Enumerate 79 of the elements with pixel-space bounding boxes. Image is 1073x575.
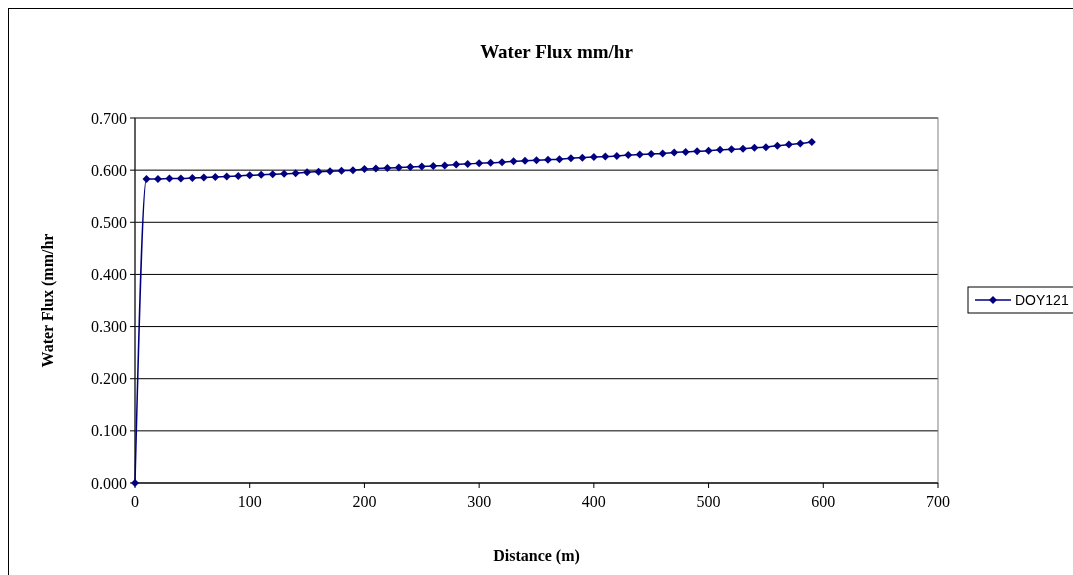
y-tick-label: 0.400 <box>91 266 127 284</box>
point <box>268 170 277 179</box>
point <box>578 153 587 162</box>
point <box>429 161 438 170</box>
y-tick-label: 0.600 <box>91 161 127 179</box>
point <box>417 162 426 171</box>
point <box>543 155 552 164</box>
x-tick-label: 100 <box>237 493 262 510</box>
point <box>222 172 231 181</box>
point <box>371 164 380 173</box>
point <box>738 144 747 153</box>
point <box>142 175 151 184</box>
point <box>188 173 197 182</box>
x-tick-label: 500 <box>696 493 721 510</box>
point <box>750 143 759 152</box>
point <box>761 143 770 152</box>
point <box>532 156 541 165</box>
point <box>257 170 266 179</box>
point <box>406 163 415 172</box>
x-tick-label: 200 <box>352 493 377 510</box>
y-tick-label: 0.200 <box>91 370 127 388</box>
point <box>280 169 289 178</box>
point <box>807 137 816 146</box>
point <box>348 166 357 175</box>
x-tick-label: 400 <box>581 493 606 510</box>
chart-title: Water Flux mm/hr <box>480 41 634 62</box>
point <box>670 148 679 157</box>
point <box>383 164 392 173</box>
point <box>601 152 610 161</box>
point <box>326 167 335 176</box>
point <box>498 158 507 167</box>
point <box>234 171 243 180</box>
point <box>176 174 185 183</box>
point <box>796 139 805 148</box>
point <box>475 159 484 168</box>
point <box>612 152 621 161</box>
point <box>314 167 323 176</box>
point <box>509 157 518 166</box>
y-tick-label: 0.100 <box>91 422 127 440</box>
point <box>681 147 690 156</box>
point <box>452 160 461 169</box>
point <box>211 172 220 181</box>
point <box>647 149 656 158</box>
point <box>486 158 495 167</box>
point <box>199 173 208 182</box>
x-tick-label: 600 <box>811 493 836 510</box>
point <box>165 174 174 183</box>
y-tick-label: 0.700 <box>91 109 127 127</box>
point <box>337 166 346 175</box>
point <box>291 169 300 178</box>
point <box>624 151 633 160</box>
point <box>360 165 369 174</box>
point <box>693 147 702 156</box>
point <box>658 149 667 158</box>
x-tick-label: 700 <box>926 493 950 510</box>
point <box>704 146 713 155</box>
y-axis-title: Water Flux (mm/hr <box>39 233 57 368</box>
point <box>463 159 472 168</box>
point <box>635 150 644 159</box>
point <box>521 156 530 165</box>
point <box>440 161 449 170</box>
point <box>727 145 736 154</box>
point <box>716 145 725 154</box>
point <box>555 155 564 164</box>
point <box>773 141 782 150</box>
point <box>589 153 598 162</box>
y-tick-label: 0.000 <box>91 474 127 492</box>
point <box>245 171 254 180</box>
y-tick-label: 0.300 <box>91 318 127 336</box>
x-tick-label: 300 <box>467 493 492 510</box>
point <box>153 175 162 184</box>
point <box>566 154 575 163</box>
point <box>394 163 403 172</box>
point <box>303 168 312 177</box>
y-tick-label: 0.500 <box>91 213 127 231</box>
x-tick-label: 0 <box>131 493 139 510</box>
point <box>784 140 793 149</box>
legend-label: DOY121 <box>1015 291 1069 308</box>
x-axis-title: Distance (m) <box>493 547 580 565</box>
